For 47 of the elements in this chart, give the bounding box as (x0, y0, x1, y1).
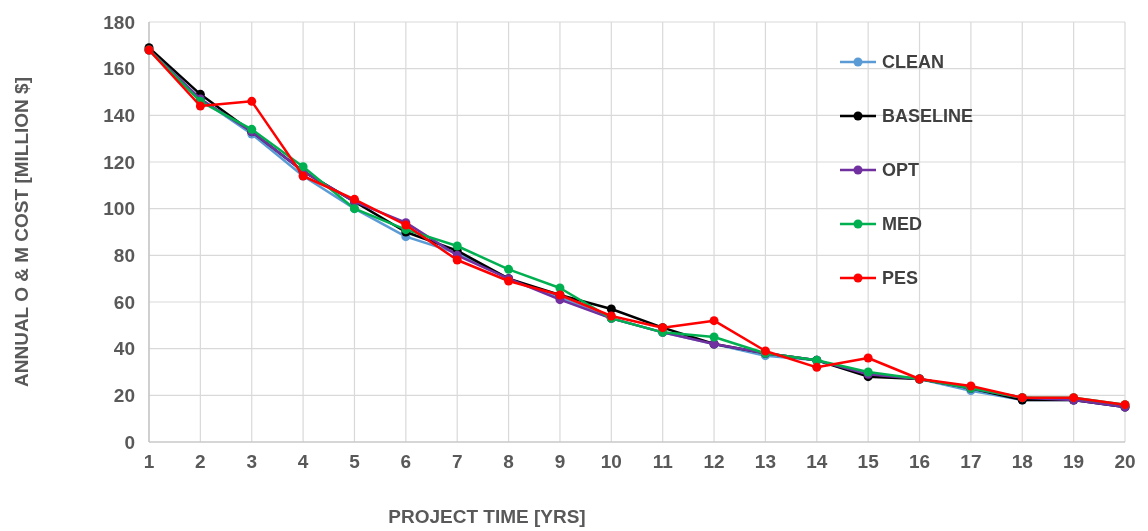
y-tick-label: 40 (113, 338, 135, 360)
x-tick-label: 12 (703, 451, 725, 472)
legend-label: MED (882, 214, 922, 235)
x-tick-label: 5 (349, 451, 361, 472)
point (298, 162, 308, 172)
point (452, 241, 462, 251)
point (709, 332, 719, 342)
x-tick-label: 17 (960, 451, 982, 472)
x-tick-label: 11 (652, 451, 674, 472)
point (452, 255, 462, 265)
x-tick-label: 8 (503, 451, 514, 472)
y-tick-label: 180 (103, 11, 135, 33)
y-tick-label: 20 (113, 384, 135, 406)
y-axis-title: ANNUAL O & M COST [MILLION $] (11, 77, 32, 387)
x-tick-label: 13 (754, 451, 776, 472)
y-tick-label: 160 (103, 58, 135, 80)
y-tick-label: 140 (103, 104, 135, 126)
x-tick-label: 16 (908, 451, 931, 472)
x-tick-label: 4 (297, 451, 309, 472)
x-tick-label: 20 (1114, 451, 1136, 472)
x-tick-label: 2 (195, 451, 206, 472)
y-tick-label: 120 (103, 151, 135, 173)
legend-label: BASELINE (882, 106, 974, 127)
y-tick-label: 0 (124, 431, 135, 453)
point (709, 316, 719, 326)
x-tick-label: 1 (143, 451, 155, 472)
x-tick-label: 15 (857, 451, 880, 472)
point (504, 264, 514, 274)
y-tick-label: 80 (113, 244, 135, 266)
point (863, 353, 873, 363)
point (247, 96, 257, 106)
x-tick-label: 14 (806, 451, 828, 472)
x-tick-label: 7 (451, 451, 463, 472)
point (195, 101, 205, 111)
x-tick-label: 6 (400, 451, 412, 472)
legend-label: CLEAN (882, 52, 944, 73)
x-tick-label: 18 (1011, 451, 1033, 472)
x-axis-title: PROJECT TIME [YRS] (388, 506, 586, 527)
point (812, 362, 822, 372)
legend-label: PES (882, 268, 919, 289)
x-tick-label: 9 (554, 451, 566, 472)
y-tick-label: 60 (113, 291, 135, 313)
x-tick-label: 3 (246, 451, 258, 472)
x-tick-label: 19 (1063, 451, 1085, 472)
legend-label: OPT (882, 160, 920, 181)
x-tick-label: 10 (600, 451, 622, 472)
y-tick-label: 100 (103, 198, 135, 220)
